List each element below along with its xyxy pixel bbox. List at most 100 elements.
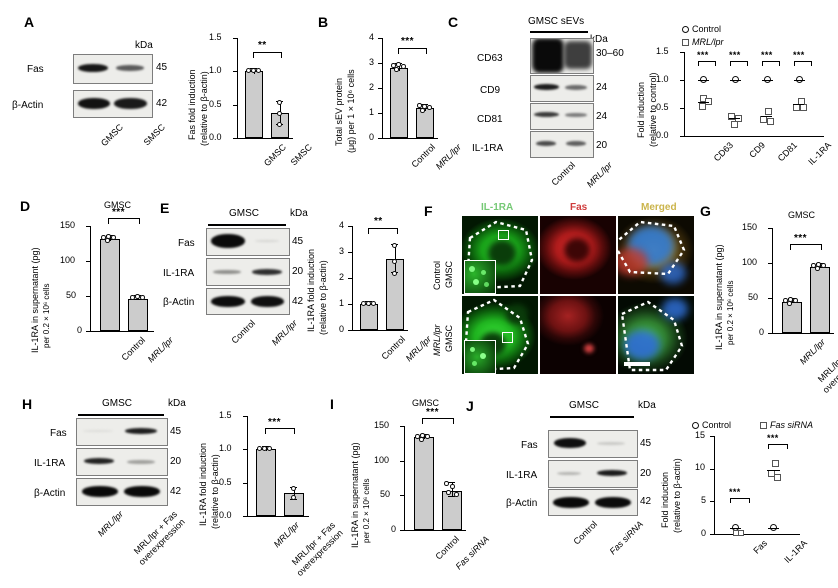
panel-d-bar-mrllpr	[128, 298, 148, 331]
panel-i-xtick-1: Fas siRNA	[453, 534, 492, 572]
panel-j-ytick-1: 5	[701, 495, 707, 505]
panel-j-blot-fas	[548, 430, 638, 458]
panel-h-mw-fas: 45	[170, 426, 182, 437]
panel-b-ytick-0: 0	[369, 132, 375, 142]
panel-g-ytick-1: 50	[748, 292, 759, 302]
panel-b-bar-mrllpr	[416, 108, 434, 138]
panel-i-ytick-1: 50	[380, 489, 391, 499]
panel-h-ytick-3: 1.5	[219, 410, 232, 420]
panel-j-legend-label-control: Control	[702, 420, 732, 430]
panel-b-ytick-3: 3	[369, 57, 375, 67]
panel-h-kda-label: kDa	[168, 398, 186, 409]
panel-a-significance: **	[258, 40, 267, 51]
panel-j-row-label-fas: Fas	[521, 440, 538, 451]
panel-a-xtick-1: SMSC	[288, 142, 315, 168]
panel-e-significance: **	[374, 216, 383, 227]
panel-f-image-mrllpr-il1ra	[462, 296, 538, 374]
panel-j-ytick-0: 0	[701, 528, 707, 538]
panel-f-row-label-0-line1: Control	[432, 260, 442, 290]
panel-g-chart: GMSC IL-1RA in supernatant (pg) per 0.2 …	[700, 200, 838, 395]
panel-f-image-mrllpr-fas	[540, 296, 616, 374]
panel-e-ytick-2: 2	[339, 272, 345, 282]
panel-a-chart: Fas fold induction (relative to β-actin)…	[183, 18, 314, 168]
panel-d-ytick-3: 150	[60, 220, 76, 230]
panel-g-ytick-2: 100	[742, 257, 758, 267]
panel-label-e: E	[160, 200, 170, 216]
panel-i-title: GMSC	[412, 398, 439, 408]
panel-c-ytick-1: 0.5	[656, 102, 669, 112]
panel-e-blot-il1ra	[206, 258, 290, 286]
panel-d-ytick-1: 50	[66, 290, 77, 300]
panel-a-row-label-bactin: β-Actin	[12, 100, 44, 111]
panel-c-sig-cd63: ***	[697, 50, 709, 60]
panel-c-mw-cd81: 24	[596, 111, 608, 122]
panel-j-row-label-bactin: β-Actin	[506, 498, 538, 509]
panel-e-blot-bactin	[206, 288, 290, 315]
panel-g-bar-mrllpr	[782, 301, 802, 333]
panel-j-lane-label-0: Control	[571, 519, 600, 547]
panel-j-blot-bactin	[548, 489, 638, 516]
panel-g-ytick-0: 0	[759, 327, 765, 337]
panel-h-bar-mrllpr	[256, 449, 276, 516]
panel-h-row-label-bactin: β-Actin	[34, 488, 66, 499]
panel-b-ytick-2: 2	[369, 82, 375, 92]
panel-e-blot-fas	[206, 228, 290, 256]
panel-a-mw-bactin: 42	[156, 98, 168, 109]
panel-c-row-label-cd63: CD63	[477, 53, 503, 64]
panel-label-c: C	[448, 14, 459, 30]
panel-j-row-label-il1ra: IL-1RA	[506, 470, 538, 481]
panel-c-blot-cd63	[530, 38, 594, 74]
panel-e-ytick-4: 4	[339, 220, 345, 230]
panel-f-scale-bar	[624, 362, 650, 366]
panel-i-ytick-2: 100	[374, 455, 390, 465]
panel-j-header: GMSC	[569, 400, 599, 411]
panel-j-legend-marker-control	[692, 422, 699, 429]
panel-g-ytick-3: 150	[742, 222, 758, 232]
panel-g-bar-overexpression	[810, 266, 830, 333]
panel-i-ytick-3: 150	[374, 420, 390, 430]
panel-f-image-control-fas	[540, 216, 616, 294]
panel-a-mw-fas: 45	[156, 62, 168, 73]
panel-label-f: F	[424, 203, 433, 219]
panel-label-a: A	[24, 14, 35, 30]
panel-j-mw-il1ra: 20	[640, 468, 652, 479]
panel-c-sig-il1ra: ***	[793, 50, 805, 60]
panel-j-ytick-2: 10	[695, 462, 706, 472]
panel-f-col-header-il1ra: IL-1RA	[481, 202, 514, 213]
panel-i-ylabel-1: IL-1RA in supernatant (pg)	[350, 442, 360, 548]
panel-j-legend-marker-fassirna	[760, 422, 767, 429]
panel-e-row-label-bactin: β-Actin	[163, 297, 195, 308]
panel-c-row-label-cd81: CD81	[477, 114, 503, 125]
panel-j-mw-bactin: 42	[640, 496, 652, 507]
panel-h-blot-il1ra	[76, 448, 168, 476]
panel-c-legend-marker-control	[682, 26, 689, 33]
panel-c-header: GMSC sEVs	[528, 16, 585, 27]
panel-e-ylabel-1: IL-1RA fold induction	[306, 248, 316, 332]
panel-d-xtick-1: MRL/lpr	[145, 335, 176, 365]
panel-e-kda-label: kDa	[290, 208, 308, 219]
panel-c-ylabel-1: Fold induction	[636, 81, 646, 138]
panel-c-sig-cd9: ***	[729, 50, 741, 60]
panel-f-row-label-1-line1: MRL/lpr	[432, 324, 442, 356]
panel-c-legend-label-control: Control	[692, 24, 722, 34]
panel-c-row-label-cd9: CD9	[480, 85, 501, 96]
panel-j-ylabel-1: Fold induction	[660, 471, 670, 528]
panel-d-ylabel-1: IL-1RA in supernatant (pg)	[30, 247, 40, 353]
panel-c-ytick-3: 1.5	[656, 46, 669, 56]
figure-canvas: A kDa Fas 45 β-Actin 42 GMSC SMSC Fas fo…	[12, 14, 838, 578]
panel-i-chart: GMSC IL-1RA in supernatant (pg) per 0.2 …	[330, 396, 491, 571]
panel-j-xtick-1: IL-1RA	[782, 538, 810, 565]
panel-a-ytick-1: 0.5	[209, 99, 222, 109]
panel-h-lane-label-0: MRL/lpr	[95, 509, 126, 539]
panel-b-ylabel-2: (μg) per 1 × 10⁶ cells	[346, 69, 356, 153]
panel-h-row-label-fas: Fas	[50, 428, 67, 439]
panel-c-mw-cd9: 24	[596, 82, 608, 93]
panel-c-mw-il1ra: 20	[596, 140, 608, 151]
panel-d-title: GMSC	[104, 200, 131, 210]
panel-e-ylabel-2: (relative to β-actin)	[318, 260, 328, 335]
panel-e-bar-control	[360, 304, 378, 330]
panel-d-ytick-0: 0	[77, 325, 83, 335]
panel-b-bar-control	[390, 67, 408, 138]
panel-label-h: H	[22, 396, 33, 412]
panel-f-row-label-0-line2: GMSC	[444, 261, 454, 288]
